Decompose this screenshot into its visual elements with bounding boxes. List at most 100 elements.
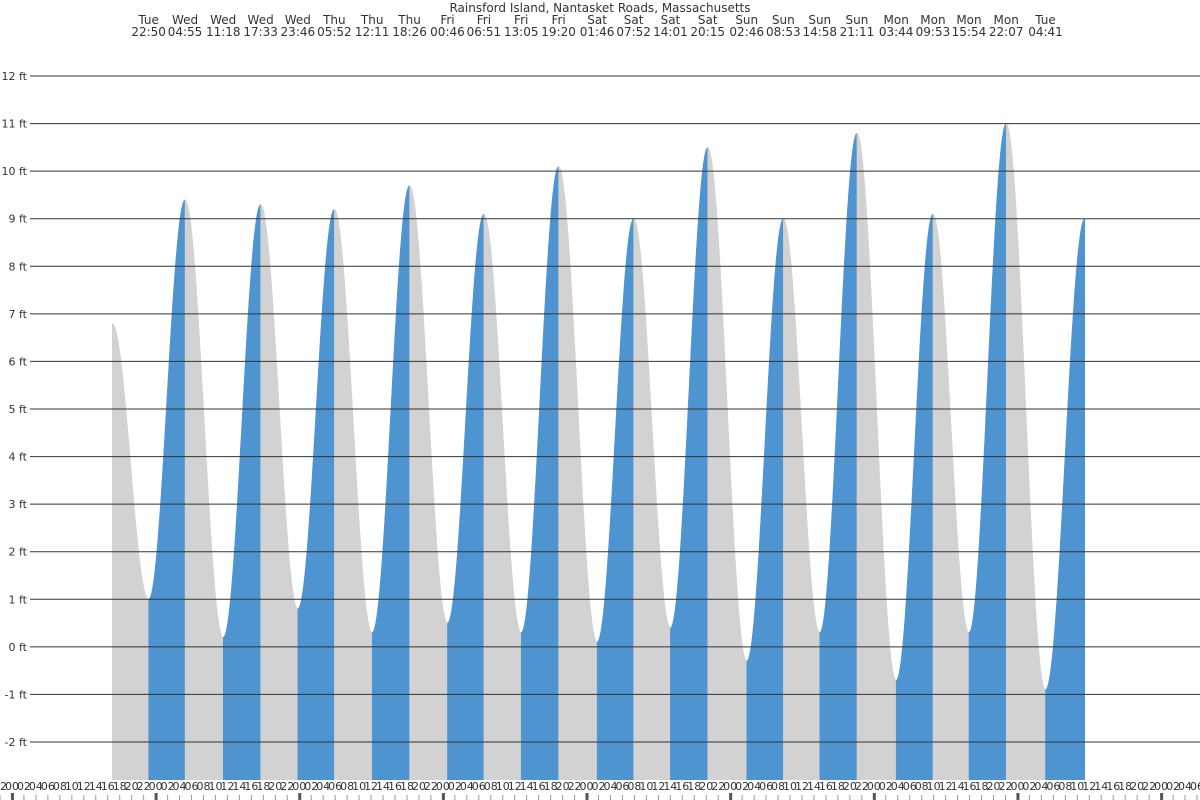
tide-event-time: 22:50 (131, 25, 166, 39)
tide-event-day: Sat (624, 13, 644, 27)
hour-tick-label: 12 (1082, 780, 1096, 793)
falling-tide-segment (483, 213, 522, 781)
hour-tick-label: 04 (747, 780, 761, 793)
hour-tick-label: 02 (592, 780, 606, 793)
hour-tick-label: 06 (41, 780, 55, 793)
y-tick-label: 10 ft (2, 165, 28, 178)
rising-tide-segment (148, 199, 186, 781)
tide-event-day: Thu (322, 13, 346, 27)
falling-tide-segment (932, 213, 970, 781)
midnight-marker (1160, 793, 1164, 800)
hour-tick-label: 06 (328, 780, 342, 793)
midnight-marker (10, 793, 14, 800)
tide-event-time: 08:53 (766, 25, 801, 39)
hour-tick-label: 14 (520, 780, 534, 793)
hour-tick-label: 10 (783, 780, 797, 793)
hour-tick-label: 22 (855, 780, 869, 793)
tide-event-time: 03:44 (879, 25, 914, 39)
tide-event-time: 14:01 (653, 25, 688, 39)
hour-tick-label: 06 (1190, 780, 1200, 793)
tide-event-time: 04:41 (1028, 25, 1063, 39)
tide-event-time: 07:52 (616, 25, 651, 39)
hour-tick-label: 12 (77, 780, 91, 793)
tide-event-day: Fri (440, 13, 454, 27)
hour-tick-label: 18 (687, 780, 701, 793)
hour-tick-label: 10 (65, 780, 79, 793)
hour-tick-label: 18 (831, 780, 845, 793)
hour-tick-label: 20 (556, 780, 570, 793)
tide-event-day: Fri (477, 13, 491, 27)
tide-event-day: Wed (248, 13, 274, 27)
hour-tick-label: 22 (424, 780, 438, 793)
hour-tick-label: 00 (1010, 780, 1024, 793)
midnight-marker (441, 793, 445, 800)
hour-tick-label: 02 (448, 780, 462, 793)
hour-tick-label: 02 (879, 780, 893, 793)
hour-tick-label: 14 (232, 780, 246, 793)
hour-tick-label: 08 (53, 780, 67, 793)
hour-tick-label: 08 (1058, 780, 1072, 793)
y-tick-label: 6 ft (9, 355, 28, 368)
hour-tick-label: 20 (268, 780, 282, 793)
hour-tick-label: 22 (568, 780, 582, 793)
tide-event-time: 13:05 (504, 25, 539, 39)
y-tick-label: 1 ft (9, 593, 28, 606)
chart-title: Rainsford Island, Nantasket Roads, Massa… (449, 1, 750, 15)
hour-tick-label: 18 (400, 780, 414, 793)
hour-tick-label: 00 (149, 780, 163, 793)
hour-tick-label: 04 (603, 780, 617, 793)
hour-tick-label: 12 (508, 780, 522, 793)
midnight-marker (729, 793, 733, 800)
tide-event-time: 05:52 (317, 25, 352, 39)
hour-tick-label: 00 (292, 780, 306, 793)
hour-tick-label: 00 (1154, 780, 1168, 793)
tide-event-time: 02:46 (729, 25, 764, 39)
falling-tide-segment (334, 208, 373, 781)
hour-tick-label: 22 (0, 780, 7, 793)
tide-event-time: 00:46 (430, 25, 465, 39)
hour-tick-label: 08 (484, 780, 498, 793)
rising-tide-segment (297, 208, 335, 781)
hour-tick-label: 00 (580, 780, 594, 793)
hour-tick-label: 04 (29, 780, 43, 793)
tide-event-labels: Tue22:50Wed04:55Wed11:18Wed17:33Wed23:46… (131, 13, 1062, 39)
hour-tick-label: 12 (939, 780, 953, 793)
hour-tick-label: 06 (1046, 780, 1060, 793)
y-tick-label: -1 ft (5, 688, 28, 701)
rising-tide-segment (520, 165, 559, 781)
hour-tick-label: 16 (101, 780, 115, 793)
hour-tick-label: 18 (113, 780, 127, 793)
hour-tick-label: 20 (412, 780, 426, 793)
falling-tide-segment (633, 218, 671, 781)
hour-tick-label: 12 (651, 780, 665, 793)
falling-tide-segment (184, 199, 224, 781)
y-axis-labels: -2 ft -1 ft 0 ft 1 ft 2 ft 3 ft 4 ft 5 ft 6 ft 7 … (2, 70, 28, 749)
hour-tick-label: 12 (220, 780, 234, 793)
tide-event-time: 17:33 (243, 25, 278, 39)
falling-tide-segment (707, 146, 747, 781)
hour-tick-label: 04 (316, 780, 330, 793)
hour-tick-label: 16 (532, 780, 546, 793)
rising-tide-segment (371, 184, 410, 781)
falling-tide-segment (409, 184, 448, 781)
falling-tide-segment (1005, 123, 1046, 781)
hour-tick-label: 16 (963, 780, 977, 793)
hour-tick-label: 08 (196, 780, 210, 793)
hour-tick-label: 22 (1142, 780, 1156, 793)
tide-event-day: Mon (956, 13, 981, 27)
tide-event-time: 22:07 (989, 25, 1024, 39)
hour-tick-label: 08 (627, 780, 641, 793)
